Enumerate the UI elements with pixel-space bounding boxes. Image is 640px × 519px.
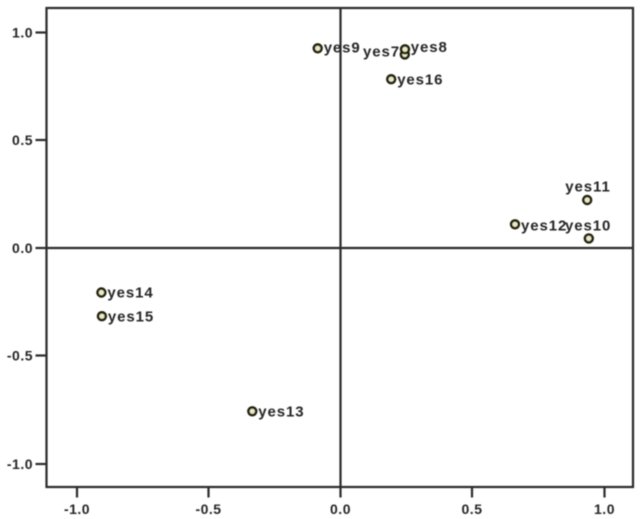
svg-text:yes12: yes12	[521, 218, 567, 235]
svg-text:-0.5: -0.5	[195, 501, 221, 517]
svg-text:-0.5: -0.5	[7, 348, 33, 364]
svg-text:yes8: yes8	[411, 39, 448, 56]
svg-text:-1.0: -1.0	[7, 456, 33, 472]
svg-text:yes11: yes11	[565, 179, 610, 196]
svg-text:0.5: 0.5	[462, 501, 483, 517]
svg-text:1.0: 1.0	[12, 25, 33, 41]
svg-text:yes13: yes13	[258, 404, 304, 421]
svg-text:yes9: yes9	[324, 40, 361, 57]
svg-text:yes16: yes16	[397, 71, 443, 88]
svg-text:yes14: yes14	[107, 285, 153, 302]
svg-text:-1.0: -1.0	[64, 501, 90, 517]
svg-text:1.0: 1.0	[594, 501, 615, 517]
svg-text:yes7: yes7	[363, 44, 400, 61]
svg-text:0.5: 0.5	[12, 132, 33, 148]
svg-text:yes10: yes10	[565, 218, 611, 235]
svg-text:0.0: 0.0	[330, 501, 351, 517]
svg-text:yes15: yes15	[108, 308, 154, 325]
svg-text:0.0: 0.0	[12, 240, 33, 256]
